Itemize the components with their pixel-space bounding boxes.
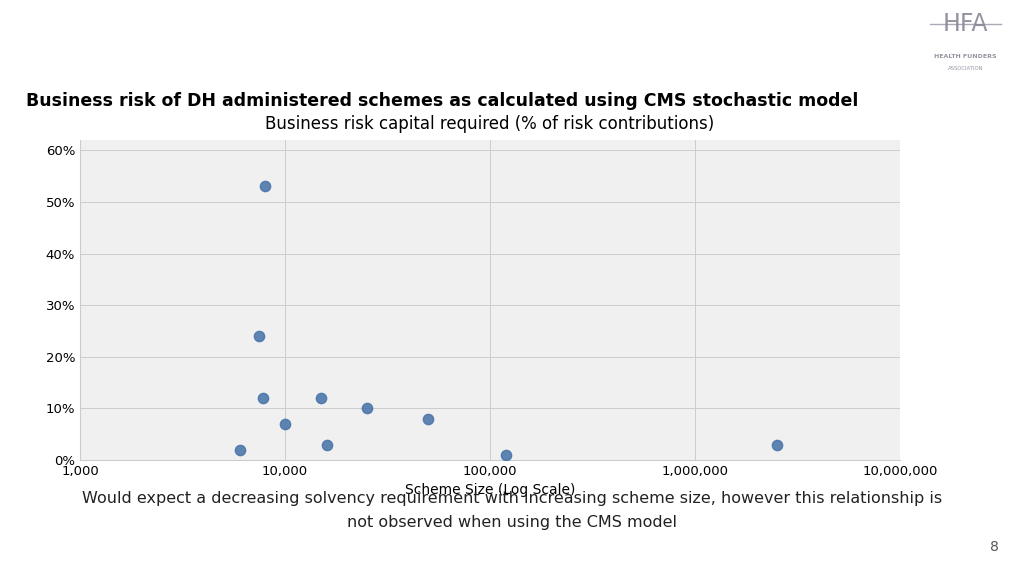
Point [318, 440, 335, 449]
Point [358, 404, 375, 413]
Point [498, 450, 514, 460]
Point [420, 414, 436, 423]
Point [255, 393, 271, 403]
Text: 8: 8 [989, 540, 998, 554]
Text: HFA: HFA [943, 12, 988, 36]
X-axis label: Scheme Size (Log Scale): Scheme Size (Log Scale) [404, 483, 575, 498]
Point [276, 419, 293, 429]
Point [313, 393, 330, 403]
Point [768, 440, 784, 449]
Point [251, 332, 267, 341]
Text: Would expect a decreasing solvency requirement with increasing scheme size, howe: Would expect a decreasing solvency requi… [82, 491, 942, 529]
Text: Business risk of DH administered schemes as calculated using CMS stochastic mode: Business risk of DH administered schemes… [26, 92, 858, 110]
Point [231, 445, 248, 454]
Text: Assessment of CMS liability risk model: Assessment of CMS liability risk model [26, 21, 827, 63]
Title: Business risk capital required (% of risk contributions): Business risk capital required (% of ris… [265, 115, 715, 133]
Point [257, 182, 273, 191]
Text: HEALTH FUNDERS: HEALTH FUNDERS [934, 54, 997, 59]
Text: ASSOCIATION: ASSOCIATION [948, 66, 983, 70]
